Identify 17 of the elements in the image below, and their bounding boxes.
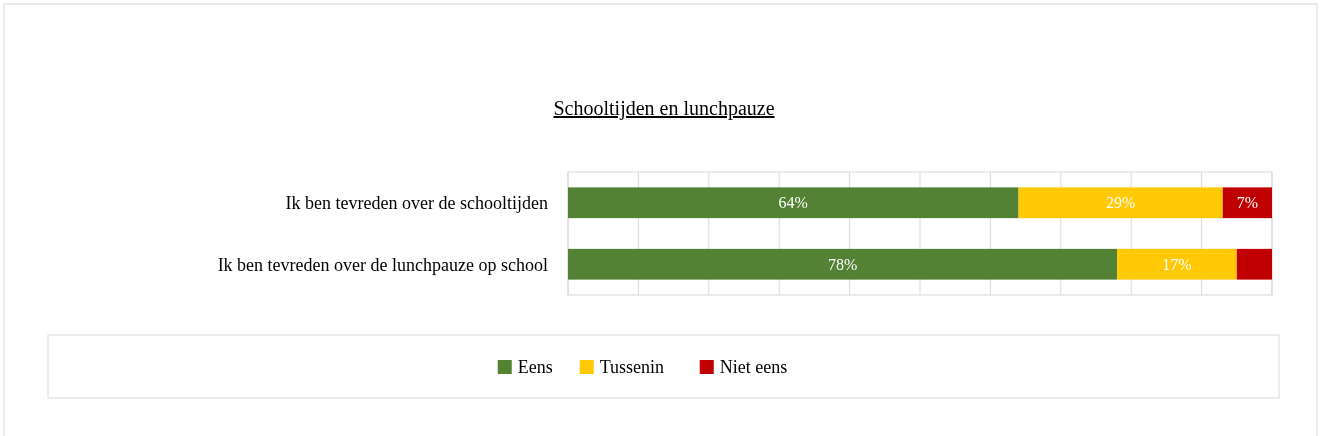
chart-title: Schooltijden en lunchpauze — [553, 97, 775, 120]
bar — [1236, 248, 1272, 280]
data-label: 64% — [778, 194, 808, 212]
bar — [1018, 187, 1223, 219]
data-label: 78% — [827, 255, 858, 273]
legend-label: Niet eens — [719, 357, 788, 378]
legend-label: Tussenin — [599, 357, 665, 378]
data-label: 17% — [1162, 255, 1192, 273]
data-label: 7% — [1236, 194, 1259, 212]
bar — [1222, 187, 1272, 219]
bar — [568, 248, 1118, 280]
bar — [568, 187, 1019, 219]
y-tick-label: Ik ben tevreden over de lunchpauze op school — [217, 254, 548, 275]
legend-label: Eens — [517, 357, 553, 378]
y-tick-label: Ik ben tevreden over de schooltijden — [285, 193, 548, 214]
data-label: 29% — [1105, 194, 1136, 212]
bar — [1117, 248, 1237, 280]
